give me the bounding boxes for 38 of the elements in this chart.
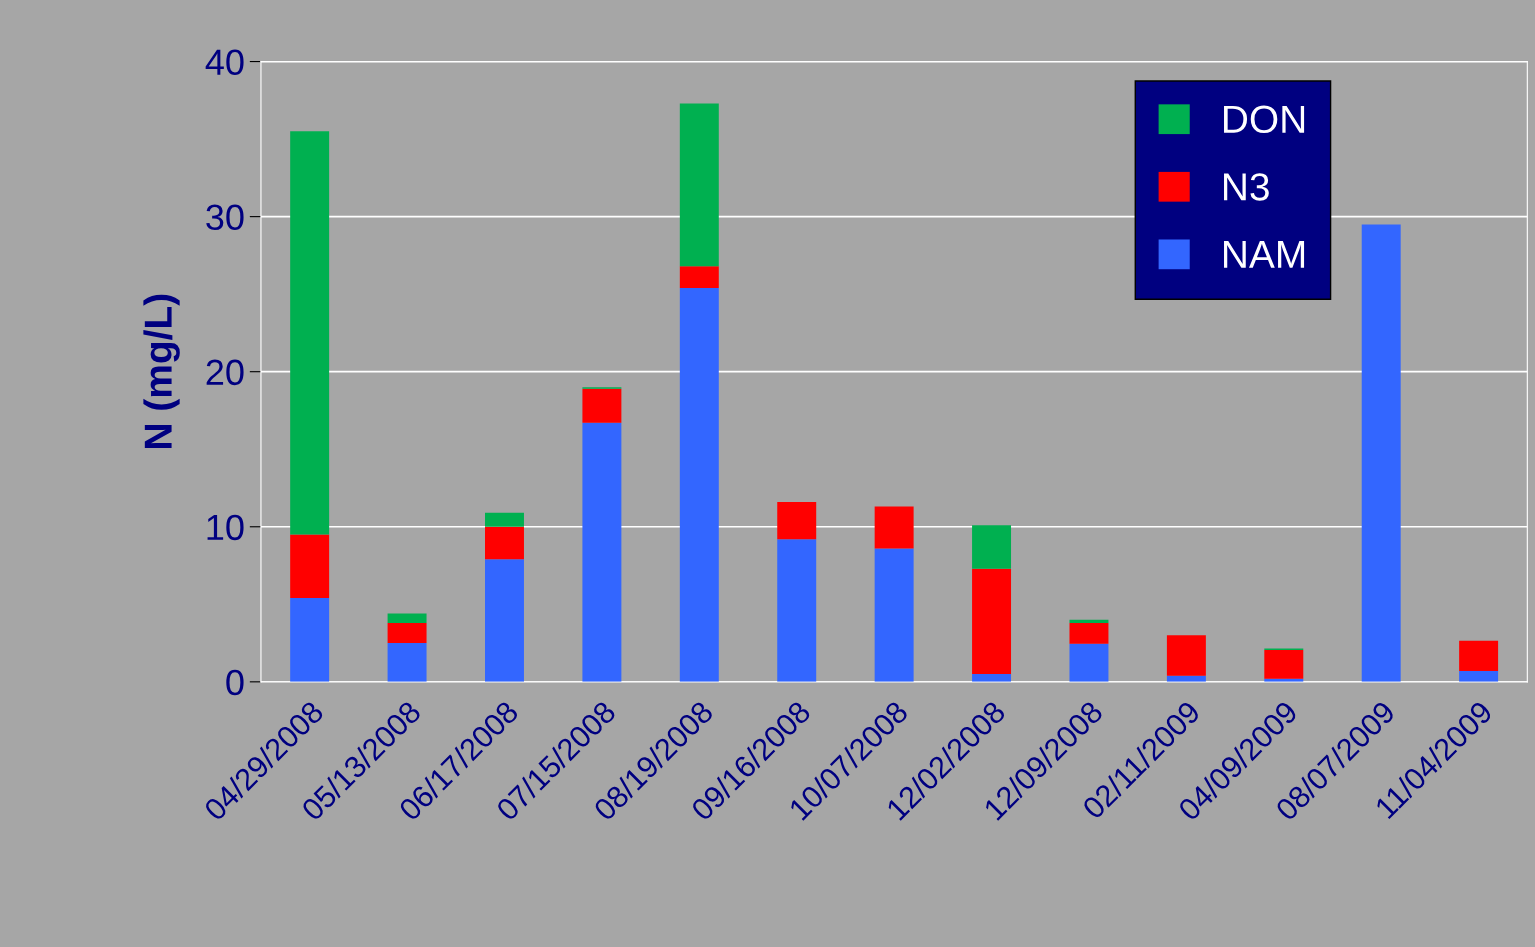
- y-tick-label: 20: [206, 359, 244, 386]
- bar: [1069, 619, 1109, 623]
- bar: [679, 266, 719, 288]
- y-axis-title: N (mg/L): [143, 294, 180, 448]
- legend-label: DON: [1224, 105, 1305, 134]
- bar: [874, 506, 914, 549]
- bar: [387, 643, 427, 682]
- bar: [874, 548, 914, 682]
- bar: [387, 613, 427, 623]
- bar: [387, 622, 427, 644]
- bar: [972, 568, 1012, 675]
- bar: [1264, 650, 1304, 679]
- legend-label: NAM: [1224, 241, 1305, 268]
- bar: [485, 512, 524, 527]
- bar: [290, 598, 330, 682]
- bar: [972, 525, 1012, 569]
- y-tick-label: 0: [226, 669, 244, 696]
- bar: [1069, 622, 1109, 644]
- bar: [1459, 670, 1499, 682]
- bar: [1361, 224, 1401, 682]
- bar: [485, 526, 524, 560]
- y-tick-label: 40: [205, 49, 244, 75]
- bar: [1069, 643, 1109, 682]
- legend-label: N3: [1224, 173, 1269, 201]
- bar: [290, 131, 330, 535]
- bar: [972, 674, 1012, 682]
- y-tick-label: 10: [207, 514, 244, 541]
- bar: [485, 559, 524, 682]
- bar: [582, 388, 622, 423]
- bar: [582, 422, 622, 682]
- bar: [290, 534, 330, 599]
- y-tick-label: 30: [206, 204, 244, 231]
- bar: [1166, 635, 1206, 676]
- bar: [1459, 640, 1499, 671]
- bar: [777, 501, 817, 540]
- bar: [679, 287, 719, 682]
- bar: [777, 539, 817, 682]
- bar: [679, 103, 719, 267]
